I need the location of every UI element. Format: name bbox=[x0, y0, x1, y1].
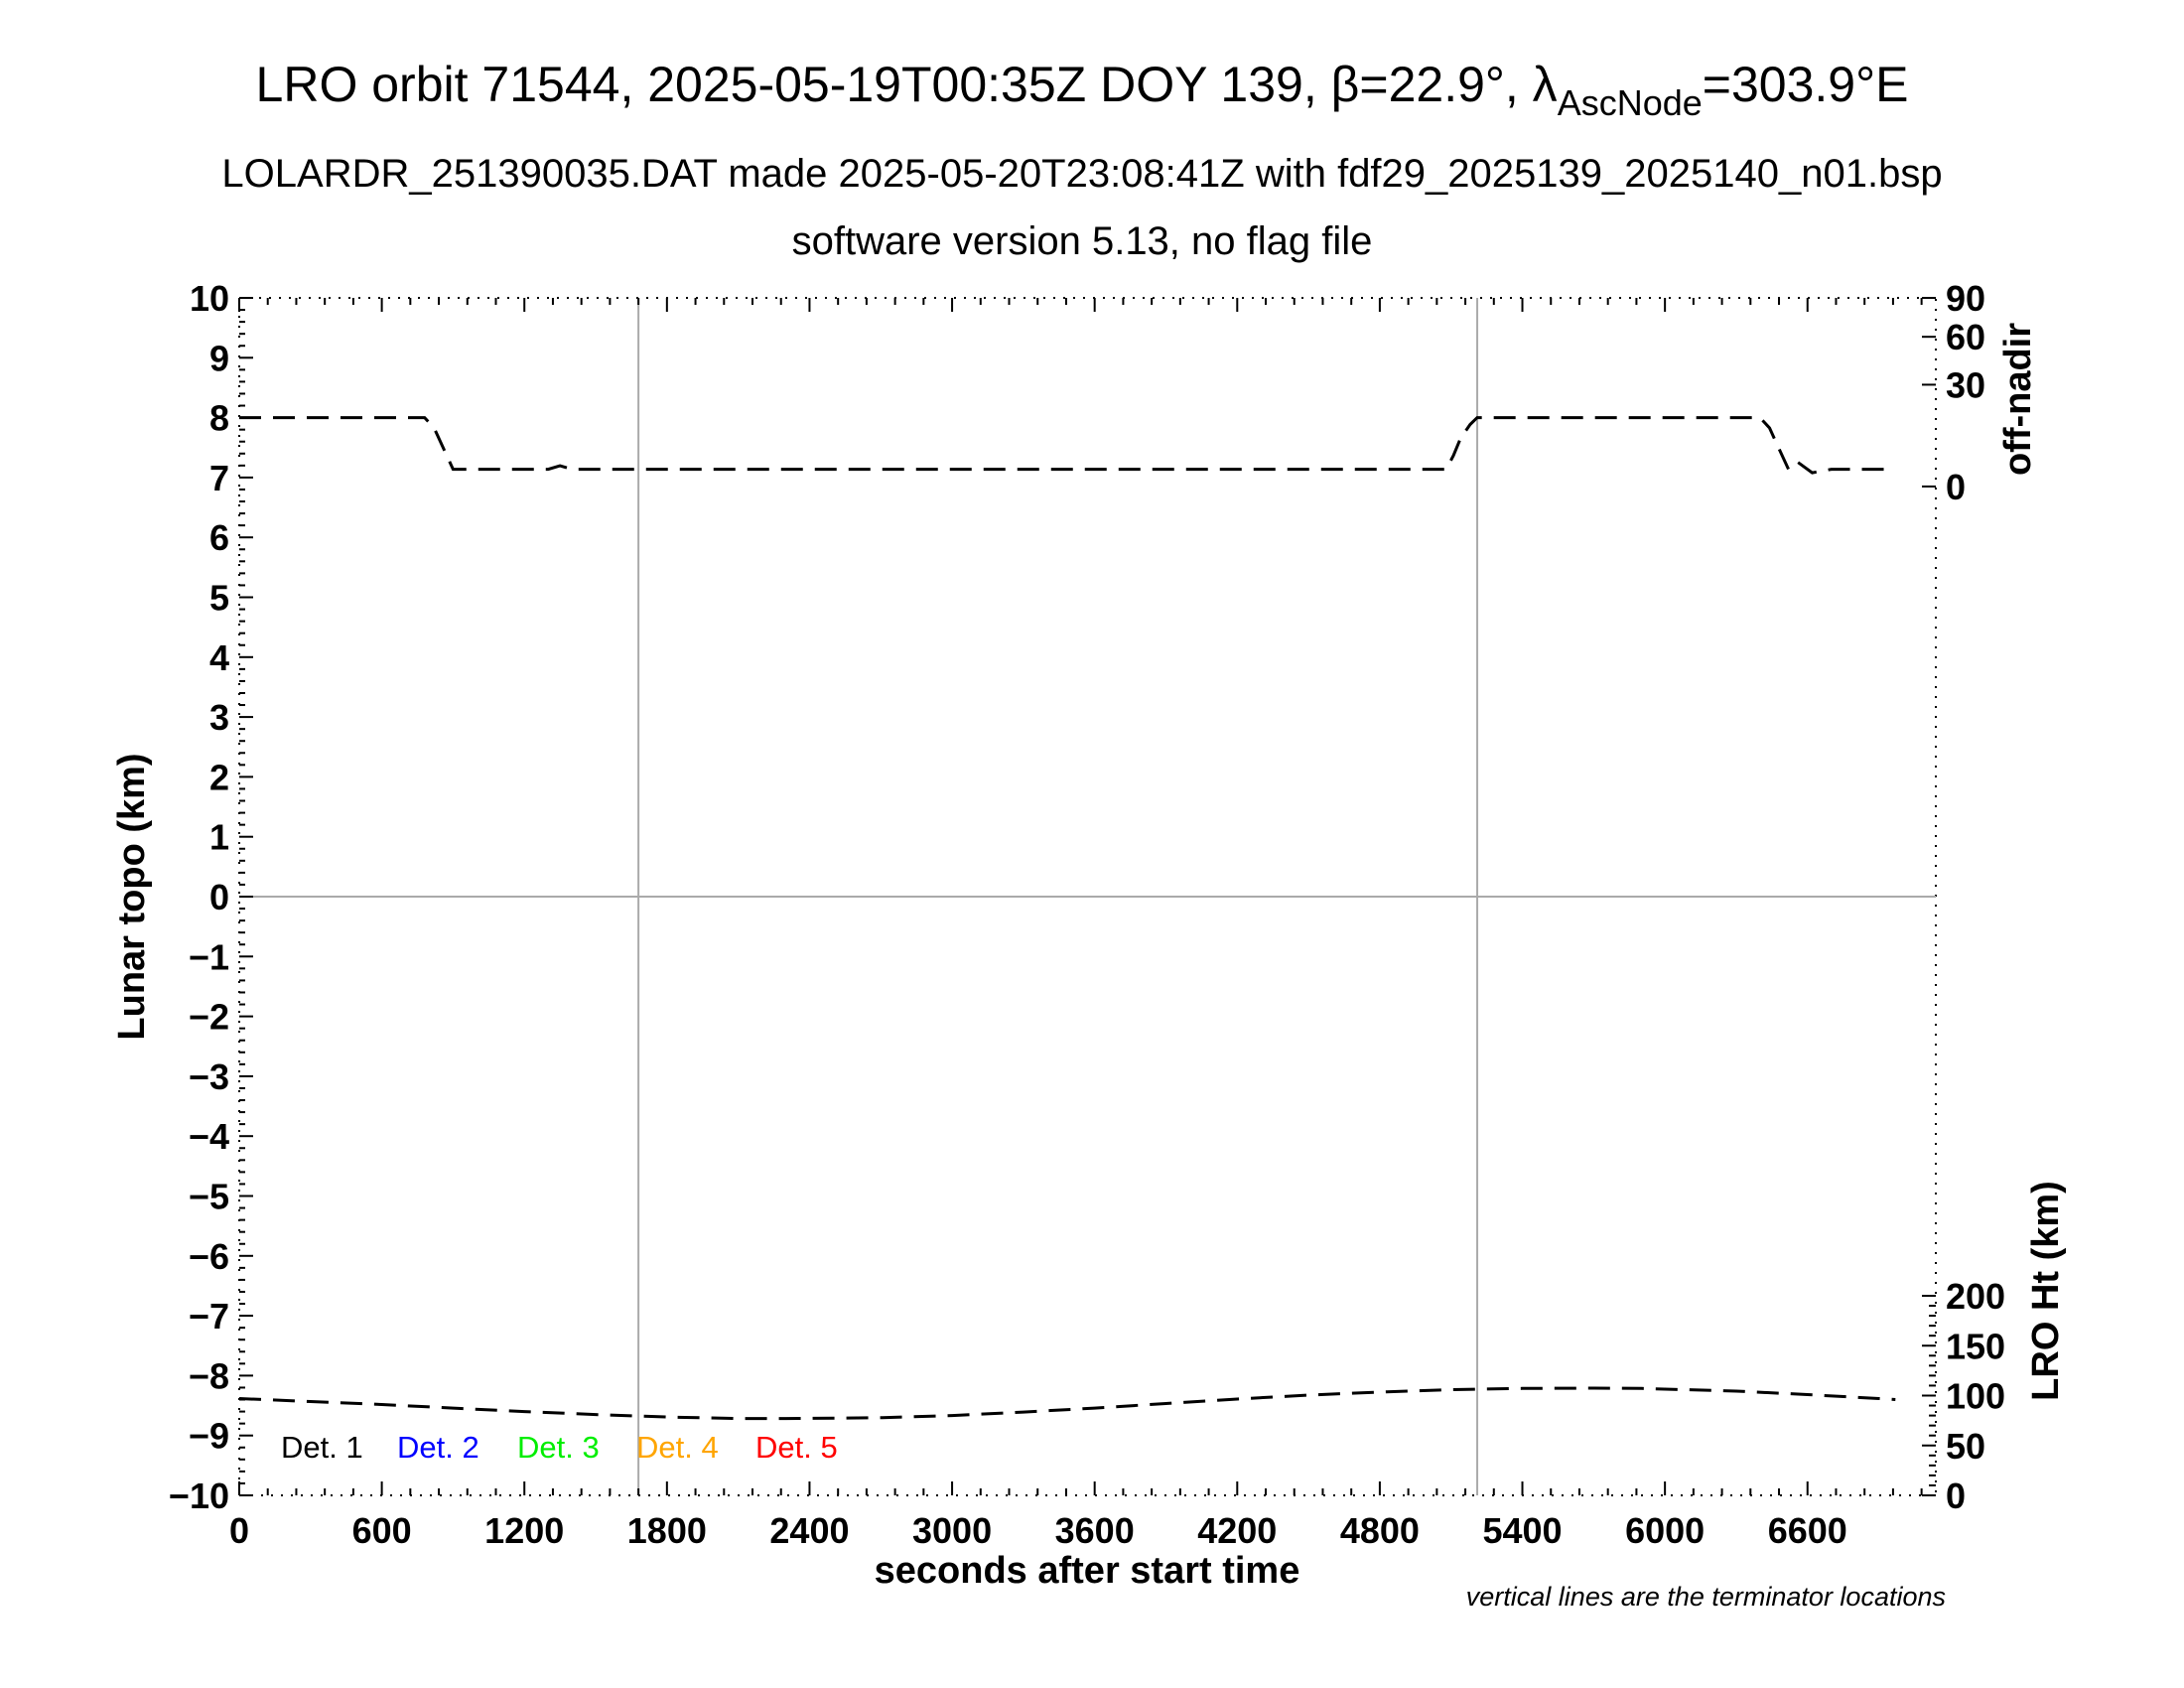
y-tick-label: −4 bbox=[189, 1116, 229, 1157]
legend-item-det-1: Det. 1 bbox=[281, 1430, 363, 1465]
off-nadir-series-line bbox=[239, 416, 1896, 475]
x-tick-label: 1800 bbox=[627, 1510, 707, 1551]
off-nadir-tick-label: 0 bbox=[1946, 467, 1966, 507]
x-tick-label: 6600 bbox=[1768, 1510, 1847, 1551]
off-nadir-tick-label: 90 bbox=[1946, 278, 1985, 319]
axis-ticks: 0 600 1200 1800 2400 3000 3600 4200 4800 5400 6000… bbox=[169, 278, 2005, 1551]
y-tick-label: 9 bbox=[209, 338, 229, 378]
x-tick-label: 4200 bbox=[1197, 1510, 1277, 1551]
data-series bbox=[238, 416, 1896, 1421]
lro-height-series-line bbox=[238, 1386, 1896, 1421]
y-tick-label: 0 bbox=[209, 877, 229, 917]
legend-item-det-4: Det. 4 bbox=[636, 1430, 719, 1465]
y-tick-label: 4 bbox=[209, 637, 229, 678]
title-end: =303.9°E bbox=[1703, 57, 1909, 112]
y-tick-label: 8 bbox=[209, 398, 229, 439]
x-tick-label: 5400 bbox=[1482, 1510, 1562, 1551]
x-tick-label: 0 bbox=[229, 1510, 249, 1551]
x-tick-label: 3000 bbox=[912, 1510, 992, 1551]
legend-item-det-3: Det. 3 bbox=[517, 1430, 600, 1465]
height-tick-label: 50 bbox=[1946, 1426, 1985, 1467]
y-tick-label: −6 bbox=[189, 1236, 229, 1277]
y-tick-label: −1 bbox=[189, 936, 229, 977]
legend: Det. 1 Det. 2 Det. 3 Det. 4 Det. 5 bbox=[281, 1430, 838, 1465]
y-tick-label: 1 bbox=[209, 817, 229, 858]
height-tick-label: 100 bbox=[1946, 1376, 2005, 1417]
y-tick-label: −7 bbox=[189, 1296, 229, 1336]
x-axis-label: seconds after start time bbox=[875, 1550, 1300, 1592]
off-nadir-label: off-nadir bbox=[1997, 323, 2039, 476]
chart-title: LRO orbit 71544, 2025-05-19T00:35Z DOY 1… bbox=[256, 57, 1909, 123]
y-tick-label: 3 bbox=[209, 697, 229, 738]
off-nadir-tick-label: 60 bbox=[1946, 317, 1985, 357]
title-main: LRO orbit 71544, 2025-05-19T00:35Z DOY 1… bbox=[256, 57, 1558, 112]
height-tick-label: 200 bbox=[1946, 1276, 2005, 1317]
x-tick-label: 3600 bbox=[1055, 1510, 1135, 1551]
grid-lines bbox=[239, 298, 1936, 1495]
x-tick-label: 6000 bbox=[1625, 1510, 1705, 1551]
y-tick-label: 6 bbox=[209, 517, 229, 558]
y-tick-label: 10 bbox=[190, 278, 229, 319]
x-tick-label: 2400 bbox=[769, 1510, 849, 1551]
y-tick-label: 2 bbox=[209, 757, 229, 797]
y-tick-label: −8 bbox=[189, 1355, 229, 1396]
legend-item-det-2: Det. 2 bbox=[397, 1430, 479, 1465]
x-tick-label: 600 bbox=[352, 1510, 412, 1551]
x-tick-label: 1200 bbox=[484, 1510, 564, 1551]
software-line: software version 5.13, no flag file bbox=[792, 219, 1373, 263]
y-tick-label: −2 bbox=[189, 997, 229, 1038]
legend-item-det-5: Det. 5 bbox=[755, 1430, 838, 1465]
terminator-note: vertical lines are the terminator locati… bbox=[1466, 1582, 1946, 1612]
x-tick-label: 4800 bbox=[1340, 1510, 1420, 1551]
title-subscript: AscNode bbox=[1558, 82, 1703, 123]
y-tick-label: −10 bbox=[169, 1476, 229, 1516]
y-tick-label: 5 bbox=[209, 578, 229, 619]
height-tick-label: 150 bbox=[1946, 1326, 2005, 1366]
y-tick-label: 7 bbox=[209, 458, 229, 498]
y-tick-label: −3 bbox=[189, 1056, 229, 1097]
lro-height-label: LRO Ht (km) bbox=[2025, 1181, 2067, 1401]
height-tick-label: 0 bbox=[1946, 1476, 1966, 1516]
file-info-line: LOLARDR_251390035.DAT made 2025-05-20T23… bbox=[221, 152, 1942, 196]
y-tick-label: −5 bbox=[189, 1177, 229, 1217]
y-axis-label: Lunar topo (km) bbox=[111, 753, 153, 1040]
y-tick-label: −9 bbox=[189, 1416, 229, 1457]
off-nadir-tick-label: 30 bbox=[1946, 364, 1985, 405]
